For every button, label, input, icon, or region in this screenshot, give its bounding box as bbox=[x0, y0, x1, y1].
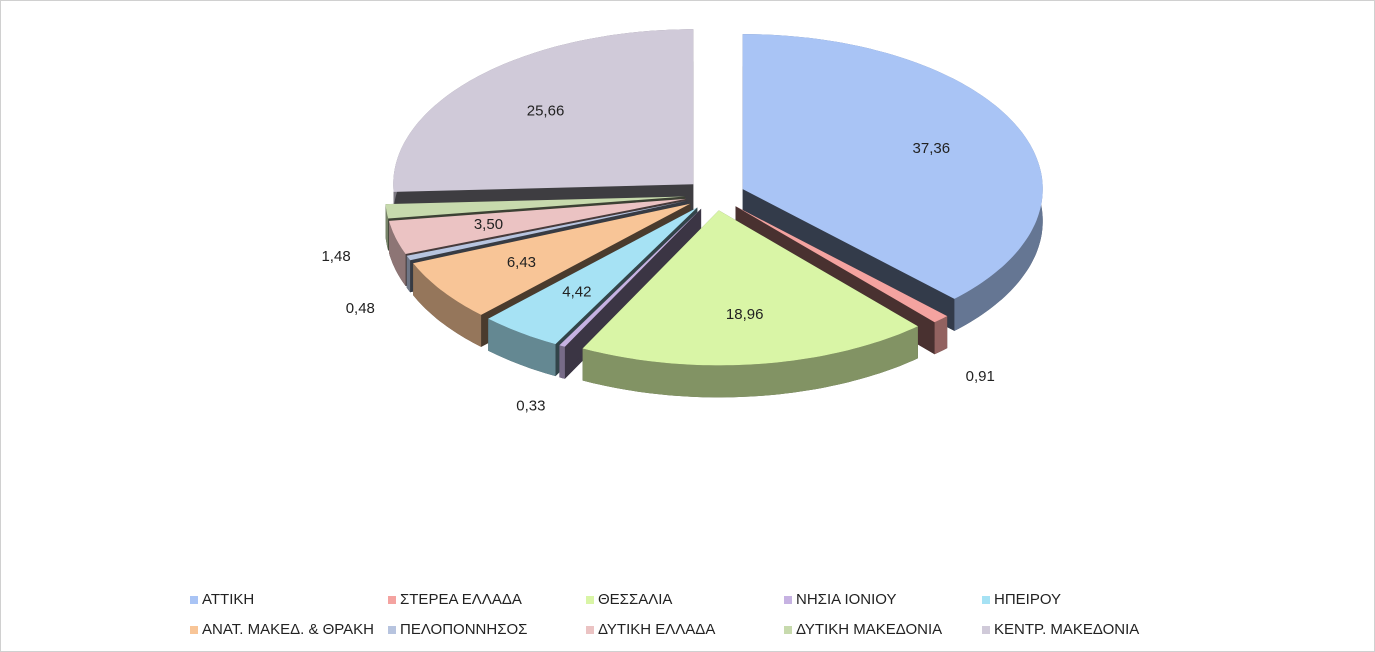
legend-swatch bbox=[586, 626, 594, 634]
slice-side bbox=[406, 255, 411, 293]
data-label: 18,96 bbox=[726, 306, 764, 323]
legend-label: ΘΕΣΣΑΛΙΑ bbox=[598, 591, 672, 608]
slice-top bbox=[582, 210, 918, 366]
legend-swatch bbox=[190, 596, 198, 604]
legend-label: ΠΕΛΟΠΟΝΝΗΣΟΣ bbox=[400, 621, 527, 638]
legend-swatch bbox=[784, 596, 792, 604]
data-label: 0,33 bbox=[516, 398, 545, 415]
data-label: 1,48 bbox=[321, 248, 350, 265]
slice-side bbox=[389, 220, 406, 286]
legend-swatch bbox=[982, 596, 990, 604]
slice-side bbox=[413, 263, 482, 347]
legend-swatch bbox=[784, 626, 792, 634]
slice-top bbox=[735, 206, 948, 323]
data-label: 0,48 bbox=[346, 300, 375, 317]
slice-wall bbox=[559, 208, 702, 378]
slice-top bbox=[385, 196, 686, 219]
slice-top bbox=[413, 203, 691, 315]
slice-side bbox=[559, 345, 565, 379]
legend-swatch bbox=[388, 626, 396, 634]
data-label: 25,66 bbox=[527, 103, 565, 120]
legend-label: ΔΥΤΙΚΗ ΜΑΚΕΔΟΝΙΑ bbox=[796, 621, 942, 638]
legend-swatch bbox=[982, 626, 990, 634]
legend-label: ΚΕΝΤΡ. ΜΑΚΕΔΟΝΙΑ bbox=[994, 621, 1139, 638]
legend-label: ΑΝΑΤ. ΜΑΚΕΔ. & ΘΡΑΚΗ bbox=[202, 621, 374, 638]
pie-slice bbox=[393, 29, 694, 224]
legend-swatch bbox=[190, 626, 198, 634]
pie-slice bbox=[582, 210, 918, 398]
slice-side bbox=[582, 326, 918, 398]
legend-swatch bbox=[586, 596, 594, 604]
legend-label: ΑΤΤΙΚΗ bbox=[202, 591, 254, 608]
slice-top bbox=[406, 200, 688, 261]
legend-label: ΝΗΣΙΑ ΙΟΝΙΟΥ bbox=[796, 591, 896, 608]
legend-label: ΣΤΕΡΕΑ ΕΛΛΑΔΑ bbox=[400, 591, 522, 608]
pie-slice bbox=[742, 34, 1043, 331]
data-label: 4,42 bbox=[562, 284, 591, 301]
slice-top bbox=[559, 208, 702, 347]
data-label: 37,36 bbox=[913, 140, 951, 157]
slice-top bbox=[389, 198, 686, 254]
slice-side bbox=[934, 316, 948, 355]
data-label: 3,50 bbox=[474, 216, 503, 233]
data-label: 6,43 bbox=[507, 254, 536, 271]
legend-label: ΔΥΤΙΚΗ ΕΛΛΑΔΑ bbox=[598, 621, 715, 638]
slice-side bbox=[488, 318, 556, 377]
legend-label: ΗΠΕΙΡΟΥ bbox=[994, 591, 1061, 608]
slice-top bbox=[393, 29, 694, 192]
slice-side bbox=[385, 204, 389, 251]
slice-top bbox=[742, 34, 1043, 299]
data-label: 0,91 bbox=[966, 368, 995, 385]
slice-top bbox=[488, 207, 698, 345]
legend-swatch bbox=[388, 596, 396, 604]
